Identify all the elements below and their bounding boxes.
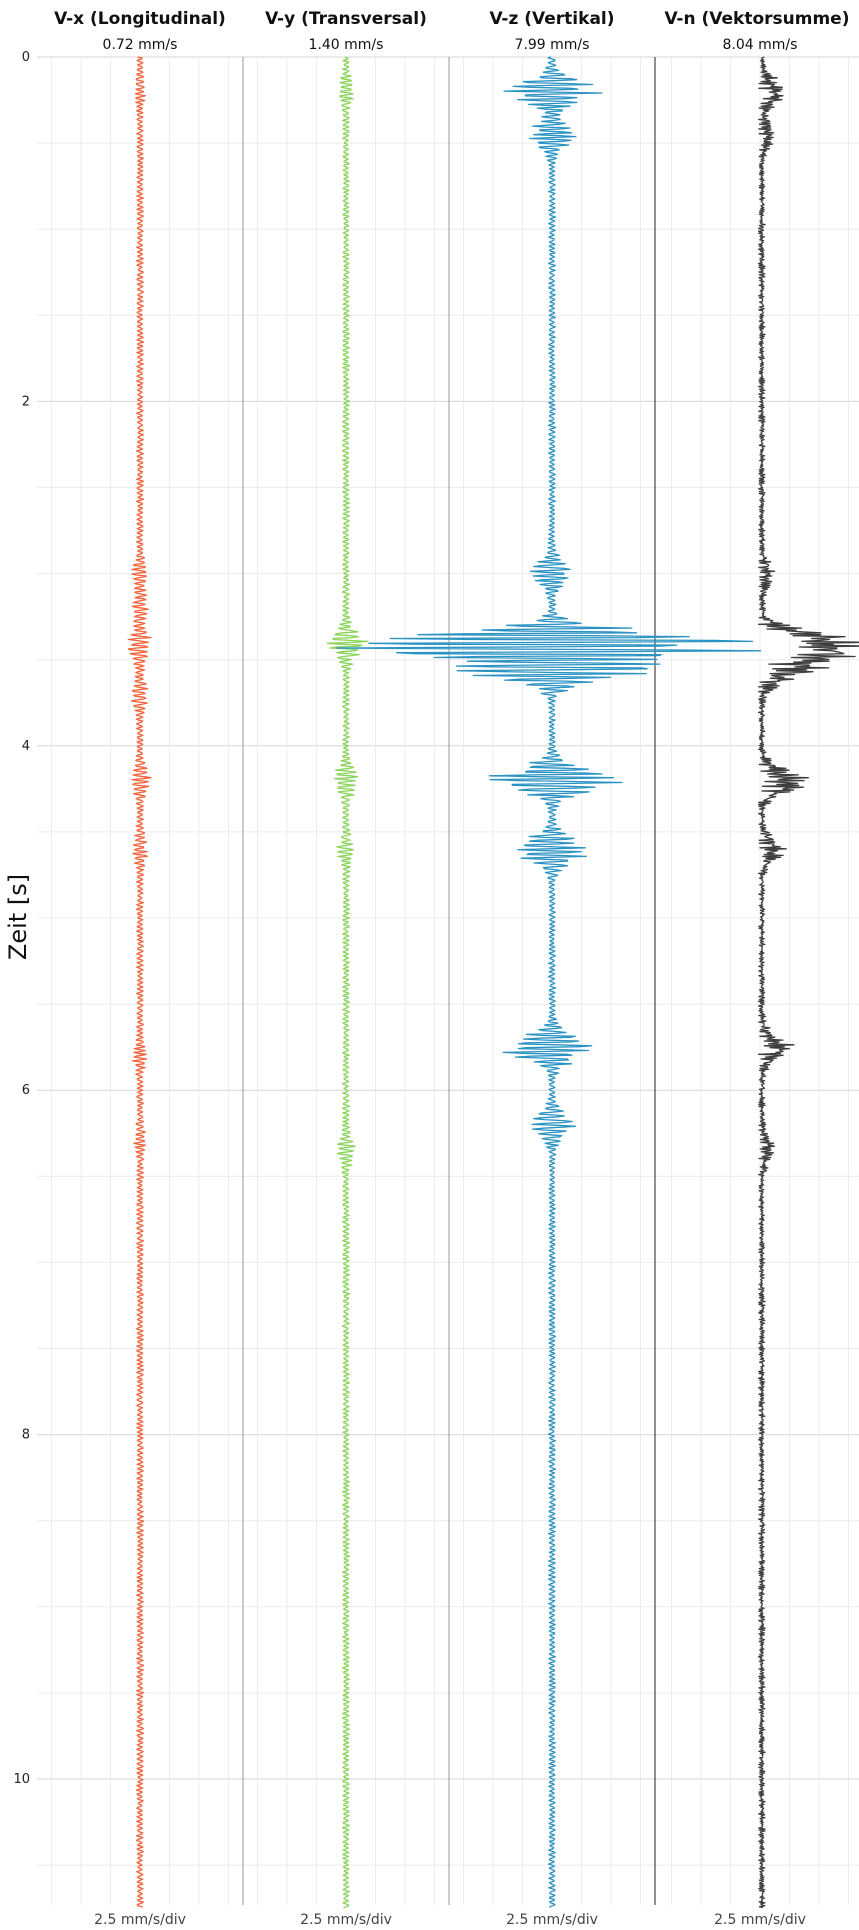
series-trace <box>757 56 859 1909</box>
y-tick-label: 6 <box>22 1083 30 1098</box>
series-title: V-x (Longitudinal) <box>54 9 226 29</box>
y-tick-label: 10 <box>13 1772 30 1787</box>
peak-value-label: 0.72 mm/s <box>103 37 178 53</box>
peak-value-label: 7.99 mm/s <box>515 37 590 53</box>
series-title: V-y (Transversal) <box>265 9 427 29</box>
series-trace <box>336 56 762 1908</box>
y-tick-label: 0 <box>22 50 30 65</box>
scale-label: 2.5 mm/s/div <box>94 1912 186 1928</box>
scale-label: 2.5 mm/s/div <box>714 1912 806 1928</box>
y-tick-label: 2 <box>22 394 30 409</box>
trace-layer <box>127 56 859 1909</box>
series-title: V-z (Vertikal) <box>489 9 614 29</box>
scale-label: 2.5 mm/s/div <box>506 1912 598 1928</box>
grid-layer <box>37 56 859 1905</box>
peak-value-label: 8.04 mm/s <box>723 37 798 53</box>
scale-label: 2.5 mm/s/div <box>300 1912 392 1928</box>
y-axis-label: Zeit [s] <box>4 874 32 960</box>
series-trace <box>127 56 152 1908</box>
y-tick-label: 4 <box>22 739 30 754</box>
peak-value-label: 1.40 mm/s <box>309 37 384 53</box>
series-trace <box>326 56 369 1909</box>
y-tick-label: 8 <box>22 1428 30 1443</box>
series-title: V-n (Vektorsumme) <box>665 9 850 29</box>
text-layer: 0 2 4 6 8 10 V-x (Longitudinal) 0.72 mm/s 2.5 mm… <box>13 9 849 1928</box>
